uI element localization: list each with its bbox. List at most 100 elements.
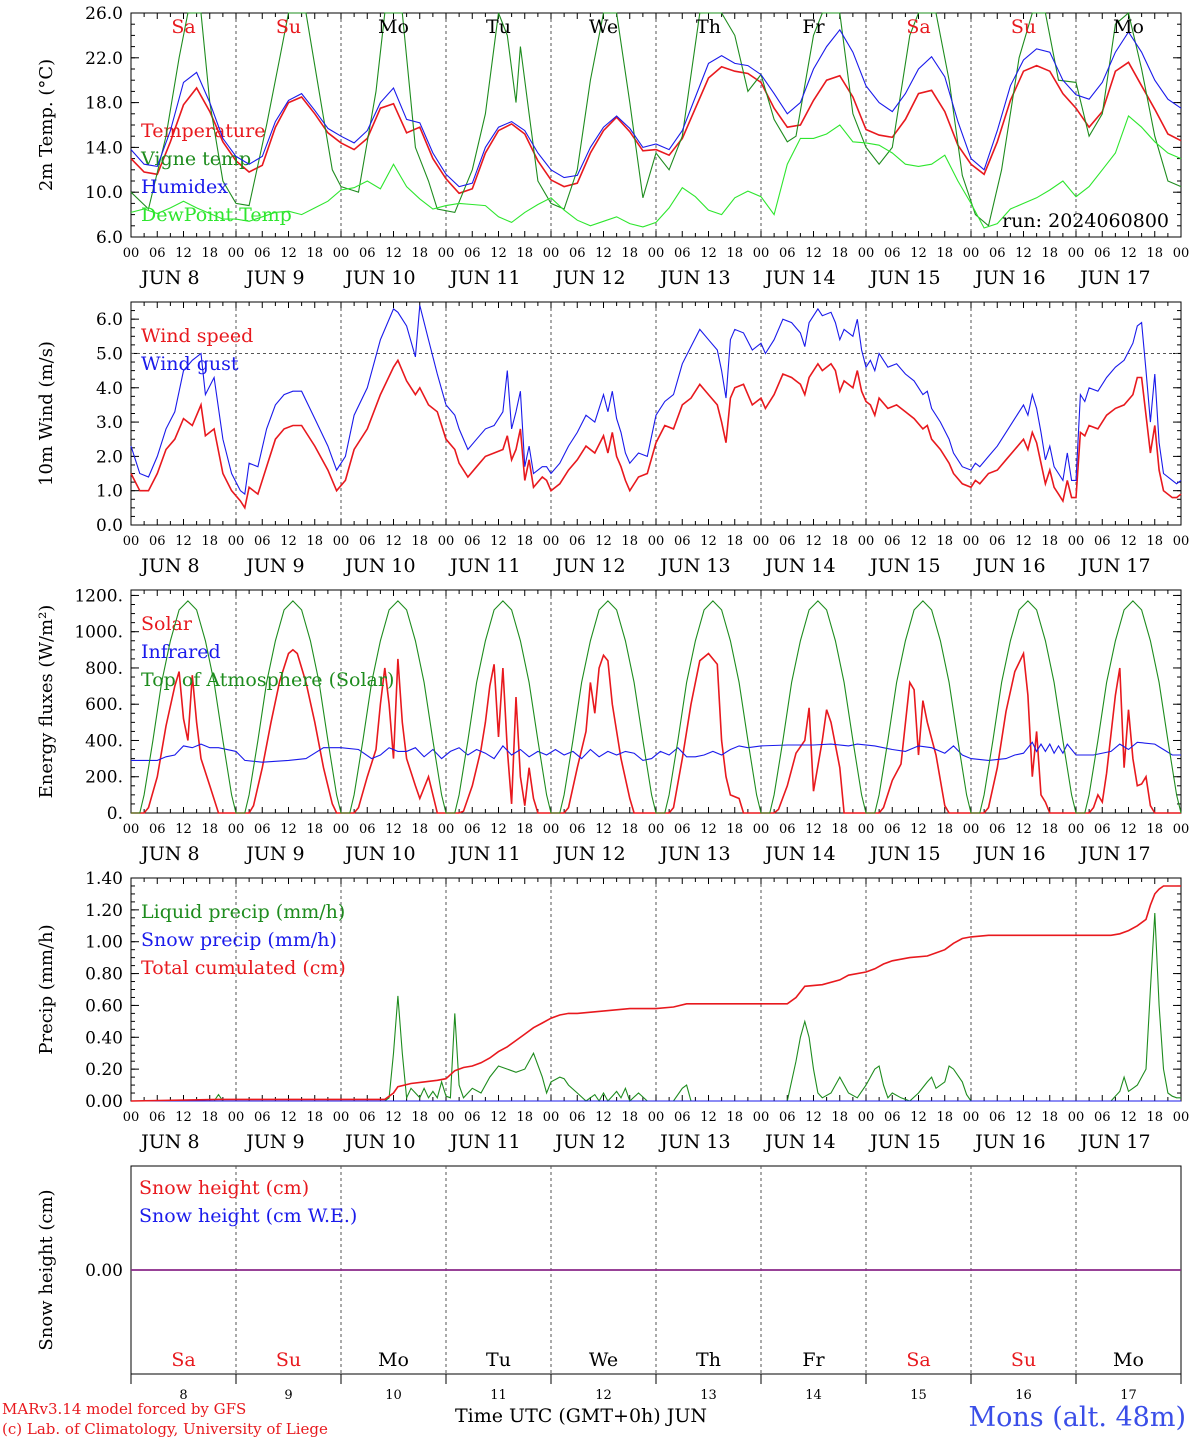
hour-tick-label: 12 [910,1110,927,1125]
day-label: JUN 9 [244,843,304,865]
legend-entry: Vigne temp [140,148,251,170]
hour-tick-label: 06 [254,534,271,549]
hour-tick-label: 18 [201,534,218,549]
day-number-label: 12 [595,1388,612,1403]
hour-tick-label: 00 [858,822,875,837]
series-line-temperature-0 [130,61,1182,195]
hour-tick-label: 18 [201,246,218,261]
legend-entry: Snow height (cm W.E.) [139,1205,357,1227]
hour-tick-label: 06 [989,822,1006,837]
hour-tick-label: 18 [1146,534,1163,549]
day-label: JUN 9 [244,555,304,577]
hour-tick-label: 18 [621,1110,638,1125]
hour-tick-label: 06 [1094,822,1111,837]
hour-tick-label: 06 [569,1110,586,1125]
hour-tick-label: 12 [385,822,402,837]
legend-entry: Solar [141,613,193,635]
series-line-energy-1 [131,741,1181,763]
weekday-label-top: Th [696,16,721,38]
hour-tick-label: 12 [805,246,822,261]
y-tick-label: 14.0 [85,138,123,158]
hour-tick-label: 18 [201,822,218,837]
hour-tick-label: 18 [1146,822,1163,837]
hour-tick-label: 18 [516,534,533,549]
hour-tick-label: 00 [123,246,140,261]
day-number-label: 13 [700,1388,717,1403]
day-number-label: 8 [179,1388,187,1403]
hour-tick-label: 12 [385,1110,402,1125]
hour-tick-label: 00 [228,1110,245,1125]
hour-tick-label: 00 [753,534,770,549]
day-label: JUN 15 [868,843,940,865]
y-tick-label: 0.20 [85,1060,123,1080]
day-label: JUN 16 [973,555,1045,577]
day-label: JUN 11 [448,843,520,865]
day-label: JUN 8 [139,843,199,865]
hour-tick-label: 18 [621,534,638,549]
hour-tick-label: 06 [1094,1110,1111,1125]
hour-tick-label: 06 [569,822,586,837]
day-label: JUN 14 [763,267,835,289]
panel-frame-wind [130,301,1182,526]
hour-tick-label: 12 [805,822,822,837]
hour-tick-label: 00 [1068,1110,1085,1125]
series-line-energy-2 [131,600,1182,814]
day-label: JUN 17 [1078,843,1150,865]
hour-tick-label: 18 [411,1110,428,1125]
day-label: JUN 9 [244,1131,304,1153]
hour-tick-label: 18 [936,822,953,837]
hour-tick-label: 00 [228,822,245,837]
day-label: JUN 13 [658,555,730,577]
hour-tick-label: 06 [884,534,901,549]
y-tick-label: 800. [85,659,123,679]
weekday-label-bottom: Mo [1113,1349,1144,1371]
hour-tick-label: 00 [228,534,245,549]
hour-tick-label: 06 [989,246,1006,261]
hour-tick-label: 00 [648,246,665,261]
weekday-label-bottom: Sa [906,1349,930,1371]
day-label: JUN 16 [973,267,1045,289]
day-label: JUN 17 [1078,267,1150,289]
hour-tick-label: 12 [490,534,507,549]
hour-tick-label: 00 [438,1110,455,1125]
hour-tick-label: 00 [123,822,140,837]
weekday-label-top: Mo [1113,16,1144,38]
hour-tick-label: 18 [1146,1110,1163,1125]
hour-tick-label: 18 [306,246,323,261]
hour-tick-label: 00 [333,822,350,837]
weekday-label-bottom: Mo [378,1349,409,1371]
lab-credit-line: (c) Lab. of Climatology, University of L… [2,1420,328,1438]
day-label: JUN 17 [1078,555,1150,577]
time-axis-title: Time UTC (GMT+0h) JUN [455,1405,707,1427]
series-line-energy-0 [131,648,1181,814]
weekday-label-bottom: Tu [486,1349,511,1371]
hour-tick-label: 18 [306,534,323,549]
hour-tick-label: 00 [543,534,560,549]
hour-tick-label: 18 [516,822,533,837]
hour-tick-label: 18 [726,246,743,261]
hour-tick-label: 00 [438,534,455,549]
legend-entry: Wind gust [141,353,239,375]
hour-tick-label: 18 [201,1110,218,1125]
hour-tick-label: 12 [700,1110,717,1125]
legend-entry: Snow precip (mm/h) [141,929,337,951]
hour-tick-label: 12 [280,534,297,549]
hour-tick-label: 18 [1041,1110,1058,1125]
hour-tick-label: 00 [333,246,350,261]
hour-tick-label: 00 [963,822,980,837]
hour-tick-label: 00 [333,1110,350,1125]
time-axis-month: JUN [666,1405,708,1427]
hour-tick-label: 12 [805,534,822,549]
y-tick-label: 0.0 [96,516,123,536]
hour-tick-label: 12 [280,246,297,261]
y-tick-label: 2.0 [96,447,123,467]
hour-tick-label: 06 [779,822,796,837]
hour-tick-label: 06 [359,822,376,837]
hour-tick-label: 06 [254,822,271,837]
y-tick-label: 10.0 [85,183,123,203]
hour-tick-label: 00 [648,1110,665,1125]
weekday-label-top: Sa [906,16,930,38]
y-axis-label: Snow height (cm) [36,1189,57,1350]
y-tick-label: 4.0 [96,379,123,399]
